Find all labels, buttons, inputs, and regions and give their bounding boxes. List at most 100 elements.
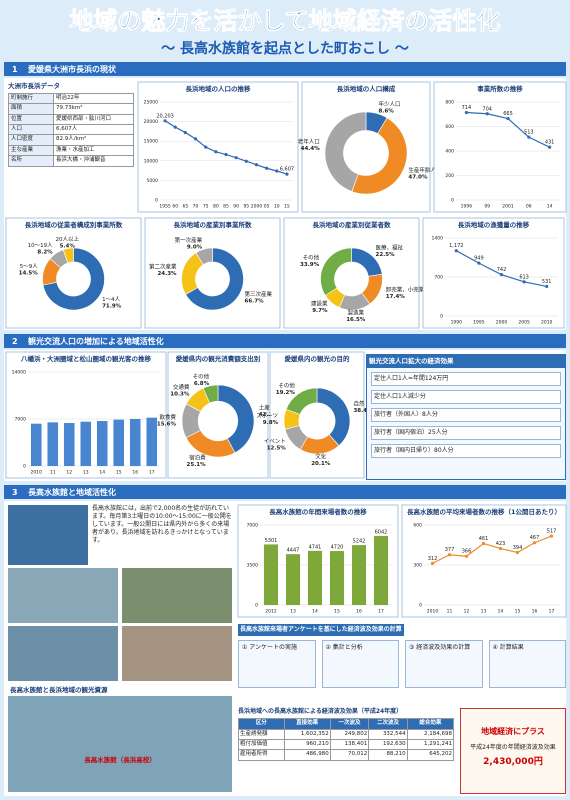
table-cell: 人口 [8,124,54,136]
segment-value: 12.5% [267,445,287,451]
chart-title: 愛媛県内の観光消費額支出別 [176,354,261,363]
segment-label: 5～9人 [20,263,38,270]
y-tick-label: 0 [419,603,422,609]
donut-segment [62,247,74,264]
x-tick-label: 75 [203,204,209,210]
y-tick-label: 300 [413,563,422,569]
section-bar [4,62,566,76]
point [430,561,435,566]
data-table: 大洲市長浜データ 町制施行 明治22年 面積 79.73km² 位置 愛媛県西部・肱川河口人… [8,82,134,167]
segment-label: その他 [278,381,295,389]
survey: 長高水族館来場者アンケートを基にした経済波及効果の計算 ① アンケートの実施 ② 集… [238,624,566,689]
bar [263,544,279,605]
bar [285,554,301,605]
segment-value: 44.4% [301,146,321,152]
photo [8,568,118,623]
x-tick-label: 13 [290,609,296,615]
x-tick-label: 70 [193,204,199,210]
header-cell: 総合効果 [406,718,455,730]
survey-steps: ① アンケートの実施 ② 集計と分析 ③ 経済波及効果の計算 ④ 計算結果 [238,640,566,689]
photo [8,505,88,565]
point [485,112,489,116]
y-tick-label: 800 [445,100,454,106]
y-tick-label: 700 [434,275,443,281]
x-tick-label: 15 [515,609,521,615]
chart-frame [422,217,565,329]
chart-title: 長浜地域の人口構成 [337,84,396,93]
table-cell: 332,544 [368,728,408,740]
x-tick-label: 06 [526,204,532,210]
bar [329,551,345,605]
section-title: 長高水族館と地域活性化 [28,487,116,497]
x-tick-label: 2010 [31,470,43,476]
photo [122,568,232,623]
y-tick-label: 14000 [12,370,26,376]
table-cell: 249,802 [329,728,370,740]
point [454,249,458,253]
x-tick-label: 13 [83,470,89,476]
x-tick-label: 14 [498,609,504,615]
donut-segment [320,247,352,296]
segment-value: 9.8% [263,420,279,426]
table-header: 区分 直接効果 一次波及 二次波及 総合効果 [238,718,455,730]
table-cell: 138,401 [329,738,370,751]
y-tick-label: 0 [440,314,443,320]
chart-title: 長浜地域の従業者構成別事業所数 [25,220,123,229]
title: 地域の魅力を活かして地域経済の活性化 [69,7,500,35]
chart-title: 愛媛県内の観光の目的 [285,354,351,363]
effects-line: 旅行者（国内宿泊）25人分 [371,426,561,441]
data-label: 461 [479,536,489,542]
chart-title: 事業所数の推移 [477,84,523,93]
point [515,550,520,555]
segment-label: 交通費 [173,383,190,391]
donut-segment [285,387,318,415]
x-tick-label: 10 [274,204,280,210]
segment-value: 22.5% [376,252,396,258]
subtitle: ～ 長高水族館を起点とした町おこし ～ [161,40,409,57]
x-tick-label: 99 [484,204,490,210]
y-tick-label: 600 [445,124,454,130]
table-cell: 6,607人 [53,124,134,136]
table-row: 位置 愛媛県西部・肱川河口 [8,113,134,126]
segment-label: 第二次産業 [149,263,177,271]
bar [351,545,367,605]
header-cell: 区分 [238,718,285,730]
table: 町制施行 明治22年 面積 79.73km² 位置 愛媛県西部・肱川河口 人口 6,607人人… [8,92,134,167]
table-cell: 486,980 [283,749,331,761]
table-cell: 70,012 [329,749,370,761]
table: 区分 直接効果 一次波及 二次波及 総合効果 生産誘発額 1,602,352 249,802 3… [238,718,455,761]
x-tick-label: 2001 [502,204,514,210]
segment-value: 47.0% [408,174,428,180]
effect-table: 長浜地域への長高水族館による経済波及効果（平成24年度） 区分 直接効果 一次波及 二次… [238,708,455,761]
point [481,541,486,546]
segment-label: 10～19人 [28,242,53,249]
bar [63,423,75,466]
segment-label: 自然 [353,400,365,408]
survey-step: ③ 経済波及効果の計算 [405,640,483,689]
section-title: 愛媛県大洲市長浜の現状 [28,64,117,74]
segment-label: その他 [193,372,210,380]
result-caption: 平成24年度の年間経済波及効果 [470,743,556,751]
segment-label: 老年人口 [298,137,320,145]
point [464,554,469,558]
y-tick-label: 10000 [144,158,158,164]
x-tick-label: 13 [481,609,487,615]
table-cell: 面積 [8,103,54,115]
data-label: 394 [513,545,523,551]
x-tick-label: 11 [447,609,453,615]
data-label: 6,607 [280,167,294,173]
segment-label: 建設業 [311,300,328,308]
segment-label: 製造業 [348,308,365,316]
table-cell: 1,291,241 [406,738,455,751]
x-tick-label: 65 [183,204,189,210]
table-row: 面積 79.73km² [8,103,134,115]
segment-value: 8.6% [379,109,395,115]
map-image [8,696,232,792]
section-number: 2 [12,337,18,346]
data-label: 4720 [331,545,344,551]
x-tick-label: 15 [334,609,340,615]
effects-title: 観光交流人口拡大の経済効果 [367,355,565,368]
bar [80,421,92,466]
segment-value: 42.2% [259,412,279,418]
